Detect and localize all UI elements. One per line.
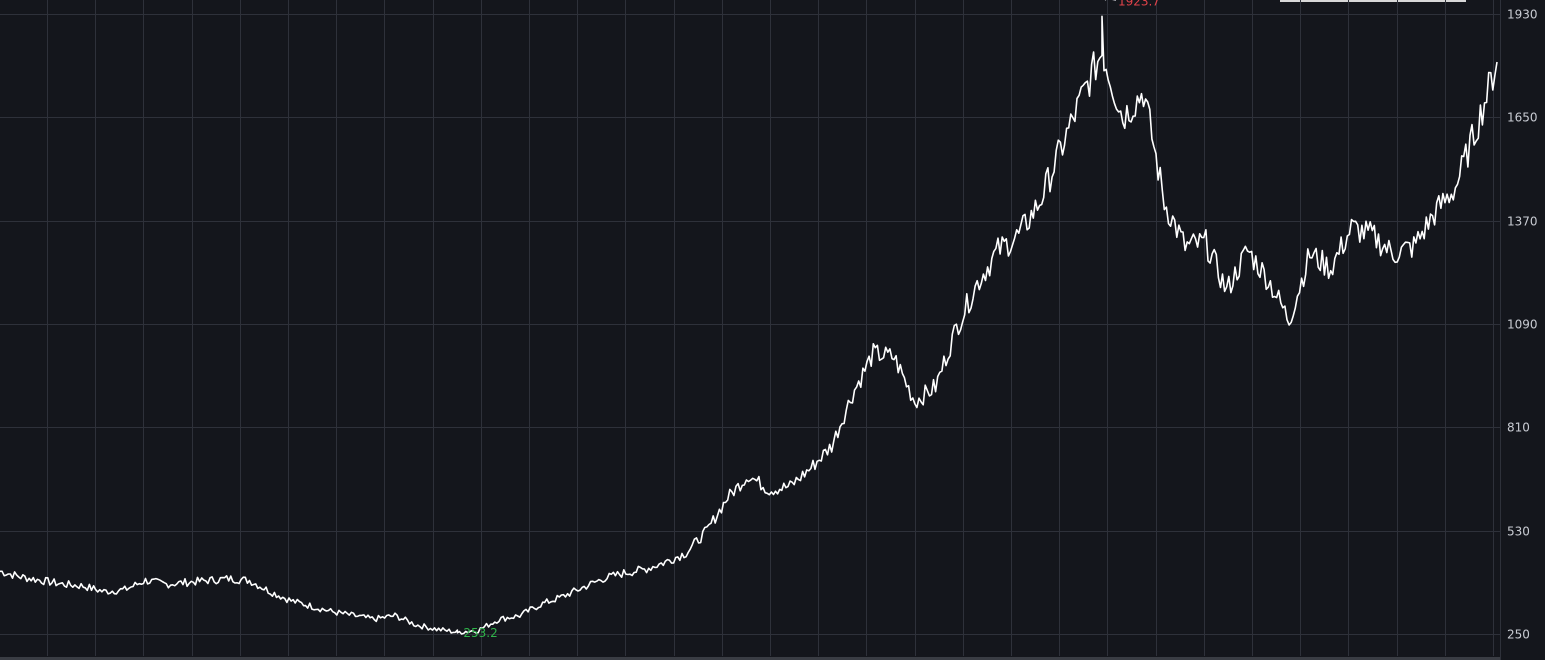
y-tick-label: 810	[1507, 421, 1530, 435]
price-series-line	[0, 15, 1498, 635]
y-tick-label: 250	[1507, 628, 1530, 642]
y-tick-label: 530	[1507, 525, 1530, 539]
horizontal-gridlines	[0, 14, 1500, 635]
top-scroll-indicator[interactable]	[1280, 0, 1466, 2]
extreme-annotations: 1923.7 253.2	[463, 0, 1160, 640]
vertical-gridlines	[47, 0, 1501, 660]
y-tick-label: 1090	[1507, 318, 1538, 332]
high-value-label: 1923.7	[1118, 0, 1160, 8]
y-axis-tick-labels: 250 530 810 1090 1370 1650 1930	[1507, 8, 1538, 642]
y-tick-label: 1650	[1507, 111, 1538, 125]
y-tick-label: 1370	[1507, 215, 1538, 229]
bottom-scrollbar[interactable]	[0, 657, 1500, 660]
y-tick-label: 1930	[1507, 8, 1538, 22]
low-value-label: 253.2	[463, 626, 497, 640]
